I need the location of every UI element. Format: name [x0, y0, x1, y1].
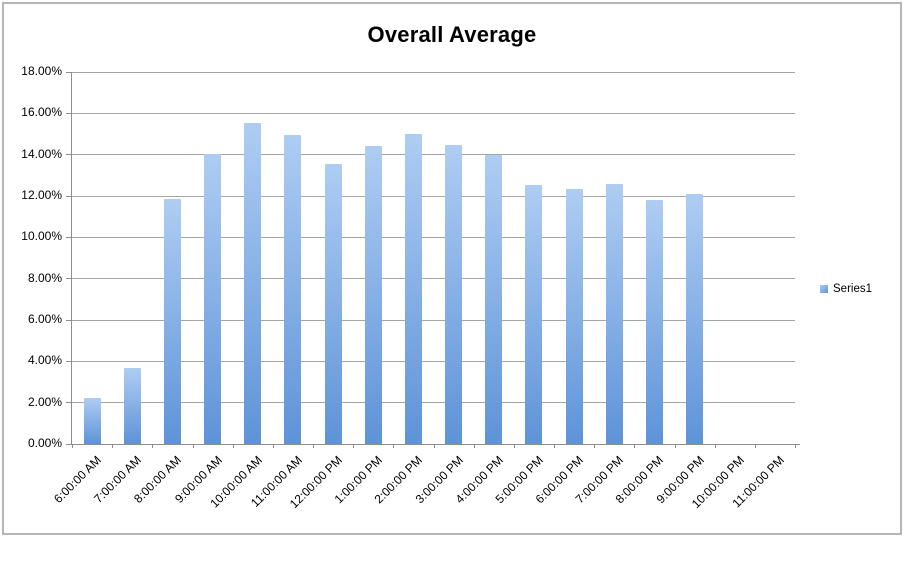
x-axis-tick [152, 444, 154, 448]
y-axis-label: 16.00% [21, 105, 62, 120]
x-axis-tick [754, 444, 756, 448]
y-axis-tick [66, 154, 72, 156]
bar-11:00:00 AM [284, 135, 302, 444]
x-axis-tick [72, 444, 73, 448]
x-axis-tick [272, 444, 274, 448]
bar-8:00:00 AM [163, 199, 181, 444]
y-axis-label: 18.00% [21, 64, 62, 78]
x-axis-tick [513, 444, 515, 448]
plot-area: 0.00% 2.00% 4.00% 6.00% 8.00% 10.00% 12.00% 14.… [21, 64, 800, 511]
y-axis-label: 4.00% [27, 353, 62, 368]
y-axis-tick [66, 319, 72, 321]
gridline-12.00% [72, 195, 795, 197]
y-axis-line [71, 72, 72, 445]
x-axis-tick [313, 444, 314, 448]
bar-4:00:00 PM [485, 154, 503, 444]
x-axis-tick [232, 444, 234, 448]
y-axis-label: 2.00% [27, 394, 62, 409]
y-axis-tick [66, 236, 72, 238]
x-axis-tick [192, 444, 194, 448]
y-axis-label: 14.00% [21, 146, 62, 161]
bar-9:00:00 AM [204, 153, 222, 444]
gridline-2.00% [72, 402, 795, 404]
x-axis-tick [554, 444, 555, 448]
y-axis-label: 0.00% [27, 436, 62, 450]
bar-1:00:00 PM [364, 146, 382, 444]
chart-title: Overall Average [367, 22, 537, 47]
y-axis-label: 6.00% [27, 312, 62, 326]
bar-6:00:00 AM [83, 397, 101, 444]
gridline-14.00% [72, 154, 795, 156]
y-axis-tick [66, 360, 72, 362]
gridline-4.00% [72, 360, 795, 362]
bar-8:00:00 PM [645, 200, 663, 444]
y-axis-tick [66, 195, 72, 197]
bar-10:00:00 AM [244, 122, 262, 444]
legend-series1-label: Series1 [833, 283, 872, 295]
x-axis-tick [112, 444, 114, 448]
x-axis-tick [674, 444, 676, 448]
legend-series1-marker-icon [820, 285, 828, 293]
gridline-10.00% [72, 236, 795, 238]
y-axis-label: 8.00% [27, 270, 62, 285]
y-axis-label: 12.00% [21, 188, 62, 202]
gridline-18.00% [72, 71, 795, 73]
chart-canvas: Overall Average 0.00% 2.00% 4.00% 6.00% 8.00… [2, 2, 902, 535]
y-axis-label: 10.00% [21, 229, 62, 244]
x-axis-tick [353, 444, 355, 448]
bar-7:00:00 AM [123, 367, 141, 444]
x-axis-tick [393, 444, 395, 448]
x-axis-tick [594, 444, 596, 448]
x-axis-tick [714, 444, 716, 448]
x-axis-tick [795, 444, 796, 448]
bar-9:00:00 PM [686, 193, 704, 444]
bar-5:00:00 PM [525, 184, 543, 444]
bar-3:00:00 PM [445, 145, 463, 444]
bar-12:00:00 PM [324, 163, 342, 444]
legend: Series1 [820, 283, 872, 295]
y-axis-tick [66, 402, 72, 404]
x-axis-line [72, 444, 800, 445]
y-axis-tick [66, 71, 72, 73]
x-axis-tick [473, 444, 475, 448]
y-axis-tick [66, 112, 72, 114]
y-axis-tick [66, 278, 72, 280]
y-axis-tick [66, 443, 72, 445]
gridline-8.00% [72, 278, 795, 280]
bar-7:00:00 PM [605, 183, 623, 444]
x-axis-tick [634, 444, 636, 448]
bar-6:00:00 PM [565, 188, 583, 444]
x-axis-tick [433, 444, 435, 448]
gridline-6.00% [72, 319, 795, 321]
bar-2:00:00 PM [404, 134, 422, 444]
gridline-16.00% [72, 112, 795, 114]
